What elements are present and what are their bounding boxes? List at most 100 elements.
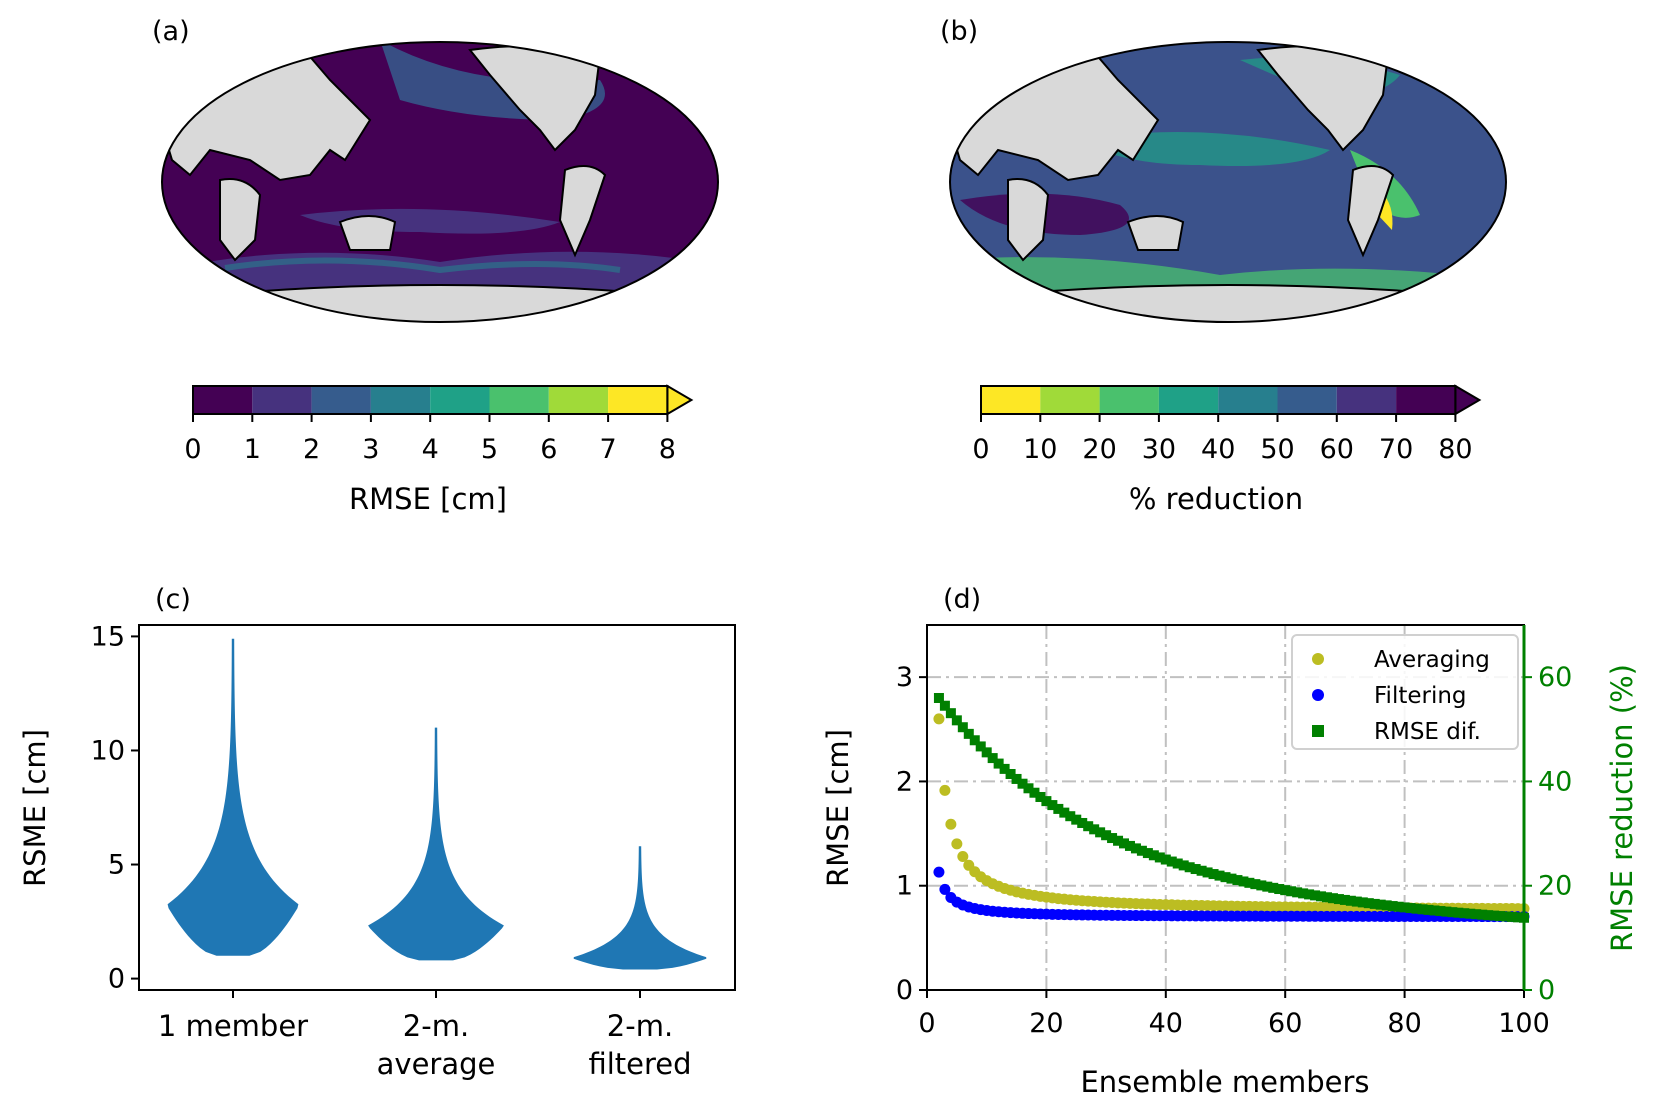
averaging-point [939, 784, 951, 796]
scatter-y2tick-label: 0 [1538, 975, 1555, 1006]
scatter-ytick-label: 0 [896, 975, 913, 1006]
colorbar-tick-label: 4 [422, 434, 439, 465]
averaging-point [933, 713, 945, 725]
rmse-dif-point [1501, 911, 1512, 922]
colorbar-segment [311, 386, 371, 414]
panel-d-label: (d) [943, 584, 981, 615]
rmse-dif-point [1071, 814, 1082, 825]
colorbar-a-label: RMSE [cm] [349, 482, 507, 516]
rmse-dif-point [1005, 769, 1016, 780]
rmse-dif-point [1136, 845, 1147, 856]
scatter-ytick-label: 1 [896, 871, 913, 902]
colorbar-extend-arrow [1454, 384, 1482, 416]
rmse-dif-point [1172, 858, 1183, 869]
rmse-dif-point [1220, 872, 1231, 883]
rmse-dif-point [1083, 821, 1094, 832]
colorbar-tick-label: 0 [972, 434, 989, 465]
legend-label: Averaging [1374, 647, 1490, 673]
colorbar-segment [252, 386, 312, 414]
scatter-y2tick-label: 60 [1538, 662, 1572, 693]
scatter-ylabel: RMSE [cm] [821, 729, 855, 887]
rmse-dif-point [1423, 904, 1434, 915]
rmse-dif-point [1477, 909, 1488, 920]
rmse-dif-point [1345, 895, 1356, 906]
violin-ytick-label: 0 [108, 964, 125, 995]
colorbar-tick-label: 60 [1320, 434, 1354, 465]
rmse-dif-point [1184, 862, 1195, 873]
scatter-xtick-label: 80 [1387, 1008, 1421, 1039]
rmse-dif-point [945, 708, 956, 719]
rmse-dif-point [1363, 898, 1374, 909]
colorbar-tick-label: 40 [1201, 434, 1235, 465]
rmse-dif-point [981, 747, 992, 758]
scatter-y2tick-label: 40 [1538, 766, 1572, 797]
rmse-dif-point [1369, 898, 1380, 909]
rmse-dif-point [1381, 900, 1392, 911]
averaging-point [951, 838, 963, 850]
rmse-dif-point [1065, 811, 1076, 822]
scatter-xtick-label: 60 [1268, 1008, 1302, 1039]
rmse-dif-point [1298, 888, 1309, 899]
legend-marker [1312, 725, 1324, 737]
colorbar-segment [193, 386, 253, 414]
scatter-ytick-label: 3 [896, 662, 913, 693]
rmse-dif-point [1017, 778, 1028, 789]
colorbar-segment [608, 386, 668, 414]
rmse-dif-point [1011, 773, 1022, 784]
rmse-dif-point [975, 741, 986, 752]
rmse-dif-point [999, 763, 1010, 774]
colorbar-tick-label: 0 [184, 434, 201, 465]
rmse-dif-point [1196, 865, 1207, 876]
rmse-dif-point [1280, 885, 1291, 896]
scatter-y2tick-label: 20 [1538, 871, 1572, 902]
rmse-dif-point [1154, 852, 1165, 863]
colorbar-a: 0 1 2 3 4 5 6 7 8 [184, 384, 694, 465]
rmse-dif-point [1029, 787, 1040, 798]
rmse-dif-point [1453, 907, 1464, 918]
rmse-dif-point [1124, 840, 1135, 851]
rmse-dif-point [1471, 909, 1482, 920]
rmse-dif-point [1041, 796, 1052, 807]
violin-body [573, 846, 707, 970]
rmse-dif-point [1023, 783, 1034, 794]
rmse-dif-point [1483, 910, 1494, 921]
rmse-dif-point [1238, 876, 1249, 887]
rmse-dif-point [1459, 908, 1470, 919]
rmse-dif-point [1214, 870, 1225, 881]
violin-ytick-label: 15 [91, 621, 125, 652]
rmse-dif-point [1095, 827, 1106, 838]
violin-ylabel: RSME [cm] [18, 729, 52, 887]
colorbar-segment [1277, 386, 1337, 414]
colorbar-b-label: % reduction [1129, 482, 1303, 516]
colorbar-segment [981, 386, 1041, 414]
rmse-dif-point [1035, 791, 1046, 802]
rmse-dif-point [1447, 907, 1458, 918]
rmse-dif-point [1208, 869, 1219, 880]
colorbar-segment [1336, 386, 1397, 414]
rmse-dif-point [1166, 856, 1177, 867]
violin-body [167, 638, 299, 956]
rmse-dif-point [1274, 884, 1285, 895]
colorbar-segment [370, 386, 431, 414]
panel-b-label: (b) [940, 16, 978, 47]
rmse-dif-point [1292, 887, 1303, 898]
violin-category-label: 2-m. [607, 1009, 673, 1043]
rmse-dif-point [1327, 893, 1338, 904]
rmse-dif-point [1310, 890, 1321, 901]
colorbar-tick-label: 10 [1023, 434, 1057, 465]
rmse-dif-point [1507, 911, 1518, 922]
rmse-dif-point [1107, 833, 1118, 844]
rmse-dif-point [1387, 901, 1398, 912]
rmse-dif-point [1304, 889, 1315, 900]
averaging-point [957, 850, 969, 862]
colorbar-segment [1218, 386, 1278, 414]
rmse-dif-point [1399, 902, 1410, 913]
violin-category-label: 2-m. [403, 1009, 469, 1043]
colorbar-segment [489, 386, 549, 414]
rmse-dif-point [1262, 881, 1273, 892]
colorbar-segment [1396, 386, 1456, 414]
rmse-dif-point [1351, 896, 1362, 907]
rmse-dif-point [1375, 899, 1386, 910]
rmse-dif-point [1047, 800, 1058, 811]
